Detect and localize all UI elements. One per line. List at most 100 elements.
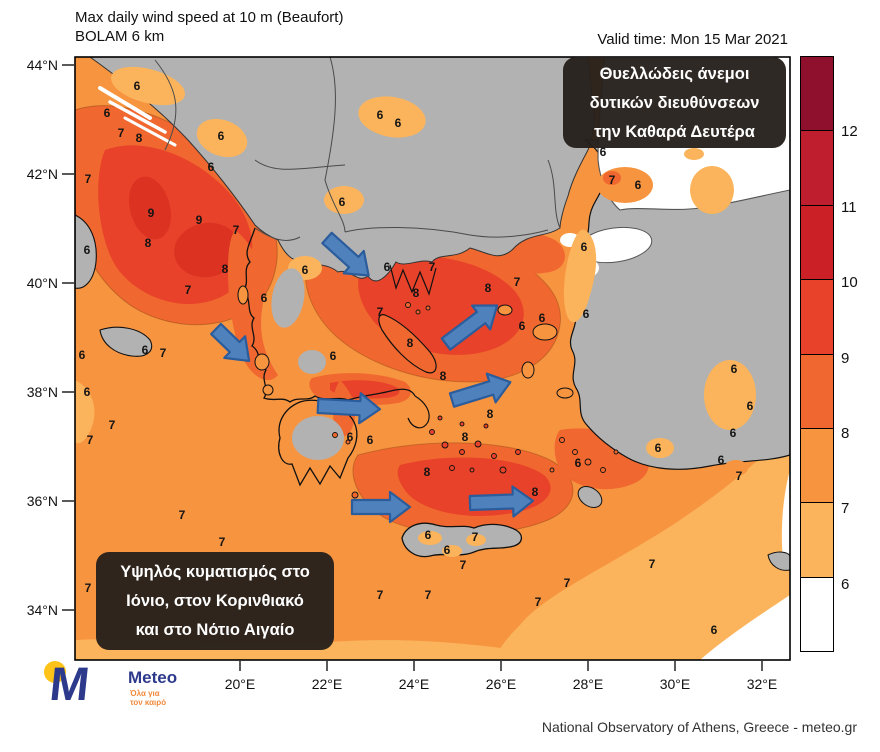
axis-ticks [62, 64, 763, 671]
wind-value-label: 6 [575, 456, 582, 470]
storm-annotation-line: Θυελλώδεις άνεμοι [599, 64, 750, 83]
logo-m-icon: M [47, 657, 92, 710]
meteo-logo: M Meteo Όλα για τον καιρό [40, 656, 200, 716]
wind-value-label: 6 [395, 116, 402, 130]
wind-value-label: 7 [185, 283, 192, 297]
logo-wordmark: Meteo [128, 668, 178, 687]
lon-tick-label: 22°E [311, 676, 343, 692]
lat-tick-label: 38°N [26, 384, 58, 400]
wind-value-label: 6 [218, 129, 225, 143]
wind-value-label: 8 [222, 262, 229, 276]
lat-tick-label: 40°N [26, 275, 58, 291]
wind-value-label: 6 [134, 79, 141, 93]
lon-tick-label: 30°E [659, 676, 691, 692]
wind-direction-arrow [440, 304, 499, 351]
lon-tick-label: 20°E [224, 676, 256, 692]
colorbar-tick-label: 7 [841, 500, 850, 518]
storm-annotation: Θυελλώδεις άνεμοι δυτικών διευθύνσεων τη… [563, 57, 786, 148]
attribution-text: National Observatory of Athens, Greece -… [541, 719, 857, 735]
wind-value-label: 7 [429, 260, 436, 274]
wind-value-label: 8 [145, 236, 152, 250]
wind-value-label: 7 [179, 508, 186, 522]
country-borders [154, 57, 561, 241]
colorbar-tick-label: 8 [841, 424, 850, 442]
logo-tagline: τον καιρό [130, 698, 167, 707]
wind-value-label: 7 [233, 223, 240, 237]
lon-tick-label: 24°E [398, 676, 430, 692]
colorbar-segment [800, 576, 834, 652]
wind-arrows-layer [210, 231, 535, 524]
wind-value-label: 6 [302, 263, 309, 277]
wind-value-label: 6 [635, 178, 642, 192]
wind-value-label: 6 [583, 307, 590, 321]
colorbar-segment [800, 204, 834, 281]
wind-value-label: 8 [485, 281, 492, 295]
beaufort-colorbar: 12 11 10 9 8 7 6 [800, 56, 858, 660]
wind-direction-arrow [210, 322, 251, 363]
colorbar-tick-label: 11 [841, 198, 857, 216]
wind-value-label: 7 [85, 581, 92, 595]
wind-value-label: 6 [208, 160, 215, 174]
colorbar-tick-label: 10 [841, 274, 858, 292]
wind-direction-arrow [316, 392, 382, 425]
lat-tick-label: 44°N [26, 57, 58, 73]
wind-value-label: 7 [472, 530, 479, 544]
wind-value-label: 8 [462, 430, 469, 444]
lon-tick-label: 28°E [572, 676, 604, 692]
waves-annotation: Υψηλός κυματισμός στο Ιόνιο, στον Κορινθ… [96, 552, 334, 650]
lon-tick-label: 26°E [485, 676, 517, 692]
wind-value-label: 7 [87, 433, 94, 447]
wind-value-label: 6 [581, 240, 588, 254]
colorbar-segment [800, 502, 834, 578]
colorbar-segment [800, 353, 834, 429]
wind-value-label: 8 [407, 336, 414, 350]
wind-value-label: 6 [730, 426, 737, 440]
wind-value-label: 8 [424, 465, 431, 479]
model-subtitle: BOLAM 6 km [75, 28, 165, 45]
wind-value-label: 6 [84, 243, 91, 257]
wind-value-label: 6 [718, 453, 725, 467]
wind-value-label: 7 [564, 576, 571, 590]
evia-island [378, 314, 437, 374]
waves-annotation-line: και στο Νότιο Αιγαίο [135, 621, 295, 639]
wind-value-label: 8 [413, 286, 420, 300]
wind-value-label: 6 [347, 430, 354, 444]
wind-value-label: 7 [535, 595, 542, 609]
colorbar-segment [800, 56, 834, 132]
waves-annotation-line: Ιόνιο, στον Κορινθιακό [126, 592, 304, 610]
wind-value-label: 7 [649, 557, 656, 571]
lon-tick-label: 32°E [746, 676, 778, 692]
colorbar-tick-label: 12 [841, 123, 858, 141]
wind-value-label: 6 [731, 362, 738, 376]
cyclades-islands [429, 415, 521, 474]
wind-value-label: 6 [655, 441, 662, 455]
wind-value-label: 6 [104, 106, 111, 120]
colorbar-segment [800, 279, 834, 355]
wind-value-label: 6 [367, 433, 374, 447]
wind-direction-arrow [448, 372, 512, 408]
wind-value-label: 7 [425, 588, 432, 602]
wind-value-label: 6 [539, 311, 546, 325]
wind-value-label: 7 [85, 172, 92, 186]
wind-value-label: 6 [79, 348, 86, 362]
wind-value-label: 8 [440, 369, 447, 383]
wind-value-label: 6 [747, 399, 754, 413]
logo-tagline: Όλα για [130, 689, 160, 698]
wind-value-label: 7 [514, 275, 521, 289]
lat-tick-label: 36°N [26, 493, 58, 509]
wind-value-label: 6 [339, 195, 346, 209]
storm-annotation-line: δυτικών διευθύνσεων [589, 93, 760, 112]
colorbar-tick-label: 9 [841, 349, 850, 367]
wind-value-label: 6 [261, 291, 268, 305]
wind-direction-arrow [468, 485, 535, 518]
colorbar-segment [800, 427, 834, 504]
colorbar-segment [800, 130, 834, 206]
wind-value-label: 6 [444, 543, 451, 557]
wind-value-label: 7 [219, 535, 226, 549]
chalkidiki-coastline [389, 264, 437, 296]
wind-value-label: 9 [196, 213, 203, 227]
logo-sun-icon [44, 661, 66, 683]
wind-value-label: 6 [384, 260, 391, 274]
lat-tick-label: 34°N [26, 602, 58, 618]
